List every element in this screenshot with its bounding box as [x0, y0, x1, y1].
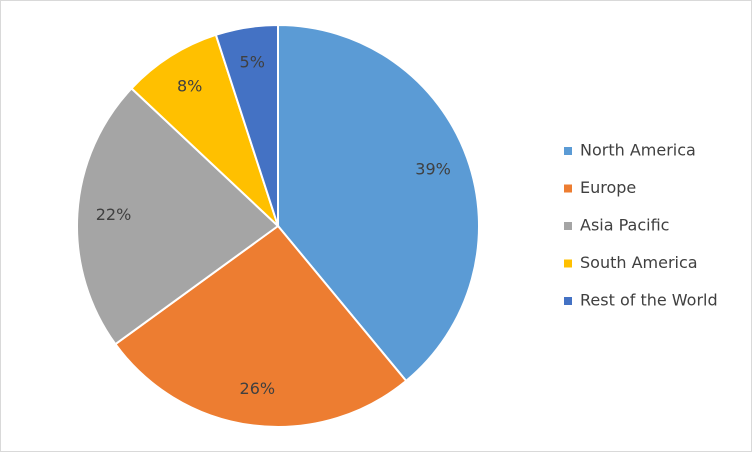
data-label: 5%: [240, 53, 265, 72]
data-label: 26%: [240, 379, 276, 398]
legend-label: North America: [580, 141, 696, 160]
legend-label: Europe: [580, 178, 636, 197]
legend-swatch: [564, 184, 572, 193]
legend-swatch: [564, 222, 572, 230]
pie-slice: [214, 23, 279, 227]
pie-slice: [277, 23, 480, 383]
legend-swatch: [564, 259, 572, 268]
pie-slice: [76, 86, 280, 346]
pie-slice: [113, 224, 408, 428]
legend-swatch: [564, 147, 572, 155]
data-label: 39%: [415, 160, 451, 179]
legend-swatch: [564, 297, 572, 305]
data-label: 22%: [96, 205, 132, 224]
data-label: 8%: [177, 76, 202, 95]
legend-label: Asia Pacific: [580, 216, 669, 235]
legend-label: Rest of the World: [580, 291, 718, 310]
pie-slice: [130, 33, 279, 227]
legend-label: South America: [580, 253, 698, 272]
